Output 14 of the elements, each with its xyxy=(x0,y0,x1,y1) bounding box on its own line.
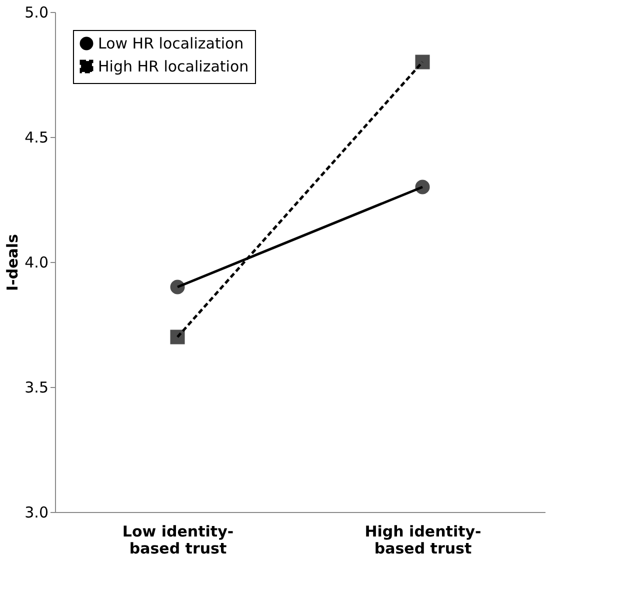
x-tick-label: Low identity-based trust xyxy=(122,522,234,558)
legend-label: High HR localization xyxy=(98,58,249,76)
legend-label: Low HR localization xyxy=(98,34,244,52)
point xyxy=(170,280,185,294)
y-tick-label: 5.0 xyxy=(24,4,48,22)
point xyxy=(415,180,430,194)
point xyxy=(415,54,430,70)
y-tick-label: 4.0 xyxy=(24,254,48,272)
y-tick-label: 4.5 xyxy=(24,128,48,146)
y-axis-title: I-deals xyxy=(4,234,22,291)
y-tick-label: 3.0 xyxy=(24,504,48,522)
y-tick-label: 3.5 xyxy=(24,378,48,396)
point xyxy=(170,330,185,344)
x-tick-label: High identity-based trust xyxy=(364,522,482,558)
